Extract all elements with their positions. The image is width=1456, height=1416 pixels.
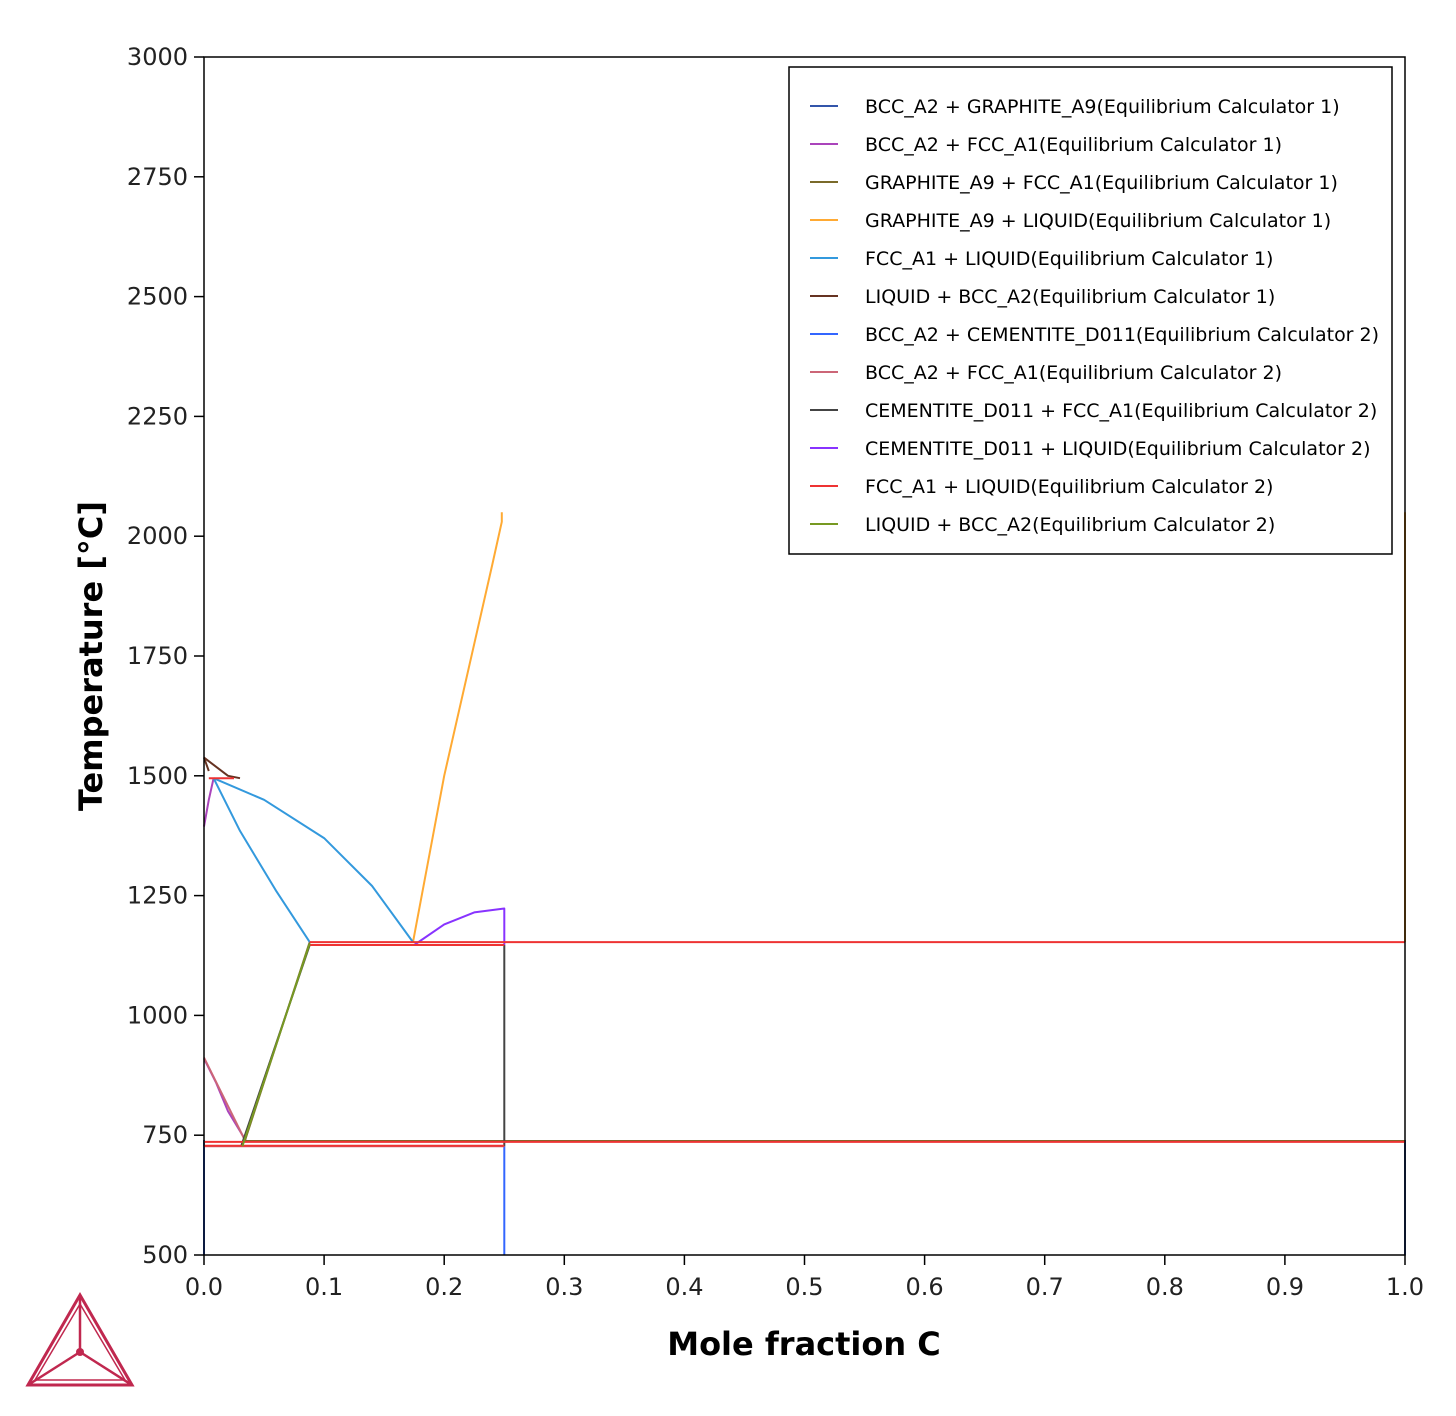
series-line-5-1 [203, 757, 210, 772]
legend: BCC_A2 + GRAPHITE_A9(Equilibrium Calcula… [788, 66, 1393, 555]
x-tick-label: 0.7 [1026, 1273, 1064, 1301]
y-tick-label: 1500 [127, 762, 188, 790]
y-tick-label: 1250 [127, 882, 188, 910]
x-tick-label: 0.3 [545, 1273, 583, 1301]
series-line-9-0 [413, 907, 506, 946]
legend-label: LIQUID + BCC_A2(Equilibrium Calculator 1… [865, 286, 1275, 308]
y-tick-label: 2000 [127, 522, 188, 550]
legend-box [788, 66, 1393, 555]
x-tick-label: 0.0 [185, 1273, 223, 1301]
x-axis-title: Mole fraction C [667, 1325, 941, 1363]
x-tick-label: 0.4 [665, 1273, 703, 1301]
y-tick-label: 500 [142, 1241, 188, 1269]
y-tick-label: 2500 [127, 283, 188, 311]
y-tick-label: 2250 [127, 402, 188, 430]
x-tick-label: 1.0 [1386, 1273, 1424, 1301]
legend-label: BCC_A2 + FCC_A1(Equilibrium Calculator 1… [865, 134, 1282, 156]
series-line-4-0 [212, 777, 311, 943]
y-tick-label: 2750 [127, 163, 188, 191]
legend-label: LIQUID + BCC_A2(Equilibrium Calculator 2… [865, 514, 1275, 536]
thermo-calc-logo [25, 1292, 135, 1387]
y-tick-label: 3000 [127, 43, 188, 71]
y-tick-label: 1000 [127, 1001, 188, 1029]
y-tick-label: 750 [142, 1121, 188, 1149]
x-tick-label: 0.5 [785, 1273, 823, 1301]
series-line-5-0 [203, 756, 241, 780]
legend-label: BCC_A2 + GRAPHITE_A9(Equilibrium Calcula… [865, 96, 1340, 118]
y-axis-title: Temperature [°C] [72, 501, 110, 811]
legend-label: CEMENTITE_D011 + LIQUID(Equilibrium Calc… [865, 438, 1371, 460]
x-tick-label: 0.1 [305, 1273, 343, 1301]
legend-label: FCC_A1 + LIQUID(Equilibrium Calculator 2… [865, 476, 1273, 498]
x-tick-label: 0.9 [1266, 1273, 1304, 1301]
series-line-4-1 [213, 777, 414, 943]
x-tick-label: 0.6 [906, 1273, 944, 1301]
x-tick-label: 0.2 [425, 1273, 463, 1301]
x-tick-label: 0.8 [1146, 1273, 1184, 1301]
series-line-11-0 [241, 943, 311, 1147]
legend-label: BCC_A2 + CEMENTITE_D011(Equilibrium Calc… [865, 324, 1379, 346]
y-axis: 500 750 1000 1250 1500 1750 2000 2250 2500 2750 30… [127, 43, 204, 1269]
series-line-3-0 [412, 512, 503, 943]
y-tick-label: 1750 [127, 642, 188, 670]
legend-label: CEMENTITE_D011 + FCC_A1(Equilibrium Calc… [865, 400, 1377, 422]
legend-label: FCC_A1 + LIQUID(Equilibrium Calculator 1… [865, 248, 1273, 270]
legend-label: BCC_A2 + FCC_A1(Equilibrium Calculator 2… [865, 362, 1282, 384]
series-line-7-1 [203, 1057, 246, 1141]
x-axis: 0.0 0.1 0.2 0.3 0.4 0.5 0.6 0.7 0.8 0.9 1.0 [185, 1255, 1424, 1301]
series-line-1-1 [203, 777, 215, 827]
legend-label: GRAPHITE_A9 + LIQUID(Equilibrium Calcula… [865, 210, 1331, 232]
legend-label: GRAPHITE_A9 + FCC_A1(Equilibrium Calcula… [865, 172, 1338, 194]
